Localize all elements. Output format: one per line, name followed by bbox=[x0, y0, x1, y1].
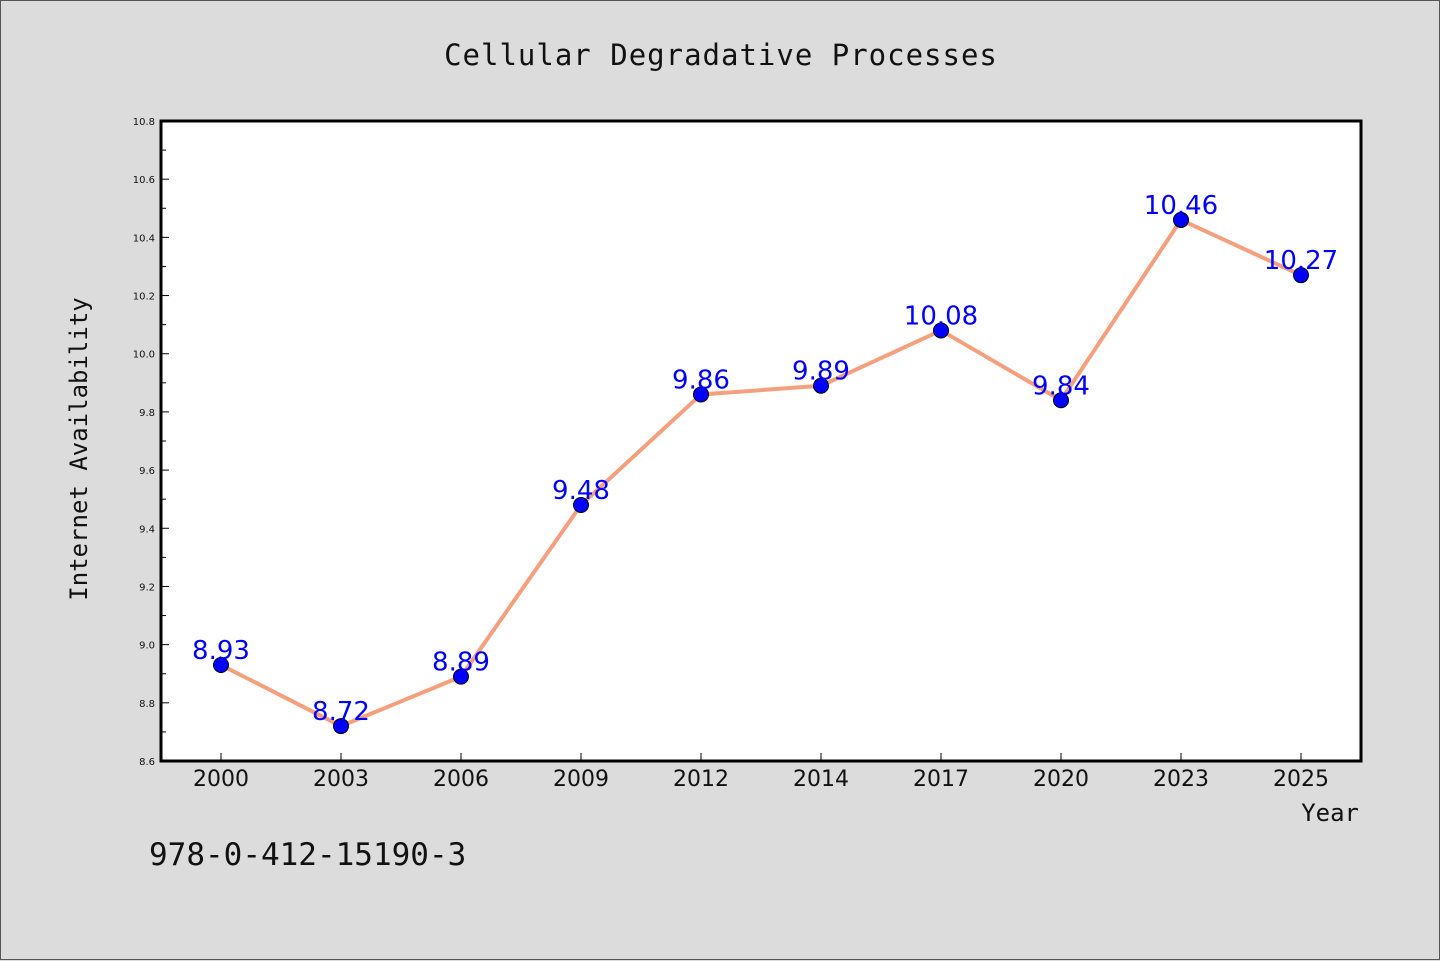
x-tick-label: 2006 bbox=[433, 767, 489, 792]
plot-frame bbox=[159, 119, 1363, 763]
data-label: 9.86 bbox=[672, 365, 730, 395]
data-point bbox=[1053, 392, 1069, 409]
x-axis-label: Year bbox=[1301, 799, 1359, 827]
x-tick-label: 2020 bbox=[1033, 767, 1089, 792]
y-tick-label: 9.0 bbox=[139, 641, 155, 652]
data-label: 8.93 bbox=[192, 636, 250, 666]
y-tick-label: 9.2 bbox=[139, 582, 155, 593]
data-point bbox=[1293, 267, 1309, 284]
y-tick-label: 9.8 bbox=[139, 408, 155, 419]
data-point bbox=[453, 668, 469, 685]
isbn-annotation: 978-0-412-15190-3 bbox=[149, 837, 466, 873]
data-point bbox=[213, 657, 229, 673]
y-tick-label: 10.0 bbox=[133, 350, 155, 361]
data-label: 8.89 bbox=[432, 648, 490, 678]
data-label: 10.27 bbox=[1264, 246, 1338, 276]
x-tick-label: 2025 bbox=[1273, 767, 1329, 792]
data-label: 9.89 bbox=[792, 357, 850, 387]
x-tick-label: 2023 bbox=[1153, 767, 1209, 792]
y-tick-label: 10.8 bbox=[133, 117, 155, 128]
y-tick-label: 10.2 bbox=[133, 292, 155, 303]
x-tick-label: 2000 bbox=[193, 767, 249, 792]
data-point bbox=[813, 377, 829, 394]
y-tick-label: 8.6 bbox=[139, 757, 155, 768]
data-point bbox=[933, 322, 949, 339]
series-line bbox=[219, 217, 1303, 729]
data-label: 10.08 bbox=[904, 301, 978, 331]
data-point bbox=[1173, 211, 1189, 228]
x-tick-label: 2009 bbox=[553, 767, 609, 792]
x-tick-label: 2012 bbox=[673, 767, 729, 792]
data-label: 8.72 bbox=[312, 697, 370, 727]
data-point bbox=[573, 497, 589, 513]
data-label: 9.48 bbox=[552, 476, 610, 506]
x-tick-label: 2003 bbox=[313, 767, 369, 792]
y-tick-label: 9.4 bbox=[139, 524, 155, 535]
plot-area bbox=[161, 121, 1361, 761]
y-tick-label: 10.6 bbox=[133, 175, 155, 186]
x-tick-label: 2017 bbox=[913, 767, 969, 792]
x-tick-label: 2014 bbox=[793, 767, 849, 792]
data-label: 10.46 bbox=[1144, 191, 1218, 221]
y-tick-label: 8.8 bbox=[139, 699, 155, 710]
data-label: 9.84 bbox=[1032, 371, 1090, 401]
y-tick-label: 10.4 bbox=[133, 233, 155, 244]
y-tick-label: 9.6 bbox=[139, 466, 155, 477]
x-axis-ticks: 2000 2003 2006 2009 2012 2014 2017 2020 2023 2025 bbox=[193, 753, 1329, 792]
data-point bbox=[693, 386, 709, 403]
data-point bbox=[333, 718, 349, 735]
chart-title: Cellular Degradative Processes bbox=[444, 38, 998, 72]
y-axis-label: Internet Availability bbox=[65, 297, 93, 600]
series-layer: 8.93 8.72 8.89 9.48 9.86 9.89 10.08 9.84 10.46 10… bbox=[192, 191, 1338, 735]
